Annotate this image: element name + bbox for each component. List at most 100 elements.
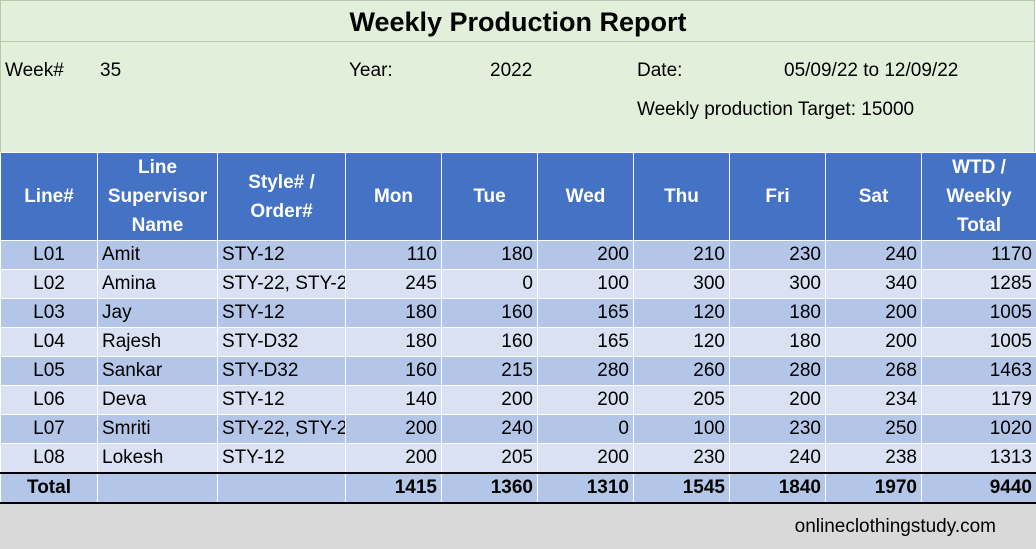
cell-fri[interactable]: 180 bbox=[730, 328, 826, 357]
cell-mon[interactable]: 180 bbox=[346, 299, 442, 328]
total-fri[interactable]: 1840 bbox=[730, 473, 826, 503]
total-thu[interactable]: 1545 bbox=[634, 473, 730, 503]
cell-wed[interactable]: 200 bbox=[538, 386, 634, 415]
cell-fri[interactable]: 240 bbox=[730, 444, 826, 474]
cell-style[interactable]: STY-D32 bbox=[218, 328, 346, 357]
total-mon[interactable]: 1415 bbox=[346, 473, 442, 503]
total-label[interactable]: Total bbox=[1, 473, 98, 503]
cell-tue[interactable]: 160 bbox=[442, 328, 538, 357]
cell-weekly-total[interactable]: 1005 bbox=[922, 299, 1036, 328]
cell-wed[interactable]: 165 bbox=[538, 328, 634, 357]
cell-weekly-total[interactable]: 1170 bbox=[922, 241, 1036, 270]
cell-line[interactable]: L01 bbox=[1, 241, 98, 270]
cell-thu[interactable]: 210 bbox=[634, 241, 730, 270]
cell-weekly-total[interactable]: 1179 bbox=[922, 386, 1036, 415]
cell-sat[interactable]: 200 bbox=[826, 299, 922, 328]
cell-tue[interactable]: 240 bbox=[442, 415, 538, 444]
cell-line[interactable]: L04 bbox=[1, 328, 98, 357]
cell-supervisor[interactable]: Amina bbox=[98, 270, 218, 299]
total-wed[interactable]: 1310 bbox=[538, 473, 634, 503]
cell-weekly-total[interactable]: 1285 bbox=[922, 270, 1036, 299]
cell-style[interactable]: STY-D32 bbox=[218, 357, 346, 386]
cell-thu[interactable]: 100 bbox=[634, 415, 730, 444]
cell-supervisor[interactable]: Rajesh bbox=[98, 328, 218, 357]
cell-line[interactable]: L08 bbox=[1, 444, 98, 474]
cell-weekly-total[interactable]: 1313 bbox=[922, 444, 1036, 474]
cell-style[interactable]: STY-22, STY-24 bbox=[218, 415, 346, 444]
cell-thu[interactable]: 120 bbox=[634, 328, 730, 357]
cell-supervisor[interactable]: Jay bbox=[98, 299, 218, 328]
cell-style[interactable]: STY-12 bbox=[218, 444, 346, 474]
total-tue[interactable]: 1360 bbox=[442, 473, 538, 503]
cell-tue[interactable]: 160 bbox=[442, 299, 538, 328]
cell-mon[interactable]: 200 bbox=[346, 415, 442, 444]
cell-line[interactable]: L06 bbox=[1, 386, 98, 415]
cell-wed[interactable]: 200 bbox=[538, 241, 634, 270]
cell-supervisor[interactable]: Smriti bbox=[98, 415, 218, 444]
cell-sat[interactable]: 340 bbox=[826, 270, 922, 299]
cell-tue[interactable]: 200 bbox=[442, 386, 538, 415]
cell-supervisor[interactable]: Lokesh bbox=[98, 444, 218, 474]
cell-sat[interactable]: 238 bbox=[826, 444, 922, 474]
cell-sat[interactable]: 250 bbox=[826, 415, 922, 444]
cell-mon[interactable]: 180 bbox=[346, 328, 442, 357]
cell-mon[interactable]: 245 bbox=[346, 270, 442, 299]
cell-thu[interactable]: 260 bbox=[634, 357, 730, 386]
cell-line[interactable]: L03 bbox=[1, 299, 98, 328]
cell-wed[interactable]: 0 bbox=[538, 415, 634, 444]
cell-tue[interactable]: 205 bbox=[442, 444, 538, 474]
cell-tue[interactable]: 0 bbox=[442, 270, 538, 299]
total-empty-cell[interactable] bbox=[218, 473, 346, 503]
cell-fri[interactable]: 180 bbox=[730, 299, 826, 328]
cell-style[interactable]: STY-12 bbox=[218, 241, 346, 270]
total-empty-cell[interactable] bbox=[98, 473, 218, 503]
header-sat[interactable]: Sat bbox=[826, 153, 922, 241]
cell-tue[interactable]: 180 bbox=[442, 241, 538, 270]
cell-wed[interactable]: 100 bbox=[538, 270, 634, 299]
cell-weekly-total[interactable]: 1020 bbox=[922, 415, 1036, 444]
cell-fri[interactable]: 230 bbox=[730, 415, 826, 444]
cell-sat[interactable]: 268 bbox=[826, 357, 922, 386]
cell-supervisor[interactable]: Deva bbox=[98, 386, 218, 415]
cell-weekly-total[interactable]: 1005 bbox=[922, 328, 1036, 357]
header-supervisor[interactable]: Line Supervisor Name bbox=[98, 153, 218, 241]
header-fri[interactable]: Fri bbox=[730, 153, 826, 241]
cell-mon[interactable]: 160 bbox=[346, 357, 442, 386]
cell-wed[interactable]: 200 bbox=[538, 444, 634, 474]
cell-wed[interactable]: 165 bbox=[538, 299, 634, 328]
cell-style[interactable]: STY-12 bbox=[218, 386, 346, 415]
header-style[interactable]: Style# / Order# bbox=[218, 153, 346, 241]
header-thu[interactable]: Thu bbox=[634, 153, 730, 241]
cell-fri[interactable]: 280 bbox=[730, 357, 826, 386]
cell-mon[interactable]: 200 bbox=[346, 444, 442, 474]
cell-sat[interactable]: 200 bbox=[826, 328, 922, 357]
cell-line[interactable]: L02 bbox=[1, 270, 98, 299]
header-mon[interactable]: Mon bbox=[346, 153, 442, 241]
cell-wed[interactable]: 280 bbox=[538, 357, 634, 386]
cell-fri[interactable]: 200 bbox=[730, 386, 826, 415]
cell-style[interactable]: STY-12 bbox=[218, 299, 346, 328]
cell-thu[interactable]: 205 bbox=[634, 386, 730, 415]
cell-thu[interactable]: 300 bbox=[634, 270, 730, 299]
header-line[interactable]: Line# bbox=[1, 153, 98, 241]
cell-fri[interactable]: 230 bbox=[730, 241, 826, 270]
cell-fri[interactable]: 300 bbox=[730, 270, 826, 299]
total-sat[interactable]: 1970 bbox=[826, 473, 922, 503]
cell-thu[interactable]: 120 bbox=[634, 299, 730, 328]
header-wed[interactable]: Wed bbox=[538, 153, 634, 241]
header-tue[interactable]: Tue bbox=[442, 153, 538, 241]
cell-weekly-total[interactable]: 1463 bbox=[922, 357, 1036, 386]
cell-supervisor[interactable]: Amit bbox=[98, 241, 218, 270]
cell-thu[interactable]: 230 bbox=[634, 444, 730, 474]
cell-mon[interactable]: 140 bbox=[346, 386, 442, 415]
cell-tue[interactable]: 215 bbox=[442, 357, 538, 386]
header-weekly-total[interactable]: WTD / Weekly Total bbox=[922, 153, 1036, 241]
cell-sat[interactable]: 240 bbox=[826, 241, 922, 270]
cell-mon[interactable]: 110 bbox=[346, 241, 442, 270]
total-weekly[interactable]: 9440 bbox=[922, 473, 1036, 503]
cell-line[interactable]: L05 bbox=[1, 357, 98, 386]
cell-style[interactable]: STY-22, STY-24 bbox=[218, 270, 346, 299]
cell-supervisor[interactable]: Sankar bbox=[98, 357, 218, 386]
cell-sat[interactable]: 234 bbox=[826, 386, 922, 415]
cell-line[interactable]: L07 bbox=[1, 415, 98, 444]
